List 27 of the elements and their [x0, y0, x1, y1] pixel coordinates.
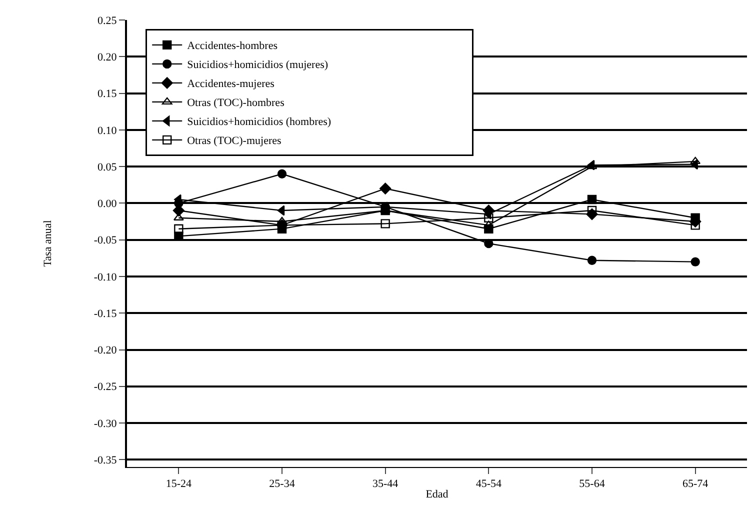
y-tick-label: 0.20 — [98, 51, 118, 64]
y-tick-label: -0.20 — [94, 344, 118, 357]
y-tick-label: -0.15 — [94, 308, 118, 320]
legend-label: Accidentes-hombres — [187, 40, 278, 52]
legend-label: Suicidios+homicidios (mujeres) — [187, 59, 328, 72]
y-tick-label: 0.10 — [98, 124, 118, 137]
y-tick-label: -0.05 — [94, 234, 118, 247]
x-tick-label: 55-64 — [579, 478, 606, 490]
x-tick-label: 15-24 — [166, 478, 192, 490]
legend-label: Otras (TOC)-hombres — [187, 97, 284, 110]
legend-label: Suicidios+homicidios (hombres) — [187, 116, 332, 128]
x-tick-label: 65-74 — [682, 478, 709, 490]
y-tick-label: 0.00 — [98, 198, 118, 210]
x-tick-label: 25-34 — [269, 478, 296, 490]
legend-label: Otras (TOC)-mujeres — [187, 135, 282, 148]
legend-label: Accidentes-mujeres — [187, 78, 274, 90]
y-tick-label: -0.30 — [94, 418, 118, 430]
y-tick-label: -0.10 — [94, 271, 118, 284]
x-axis-title: Edad — [426, 488, 449, 500]
y-tick-label: 0.15 — [98, 88, 118, 100]
y-tick-label: -0.25 — [94, 381, 118, 394]
y-axis-title: Tasa anual — [42, 220, 54, 267]
y-tick-label: 0.25 — [98, 14, 118, 27]
x-tick-label: 35-44 — [372, 478, 399, 490]
y-tick-label: 0.05 — [98, 161, 118, 174]
x-tick-label: 45-54 — [476, 478, 502, 490]
y-tick-label: -0.35 — [94, 454, 118, 467]
